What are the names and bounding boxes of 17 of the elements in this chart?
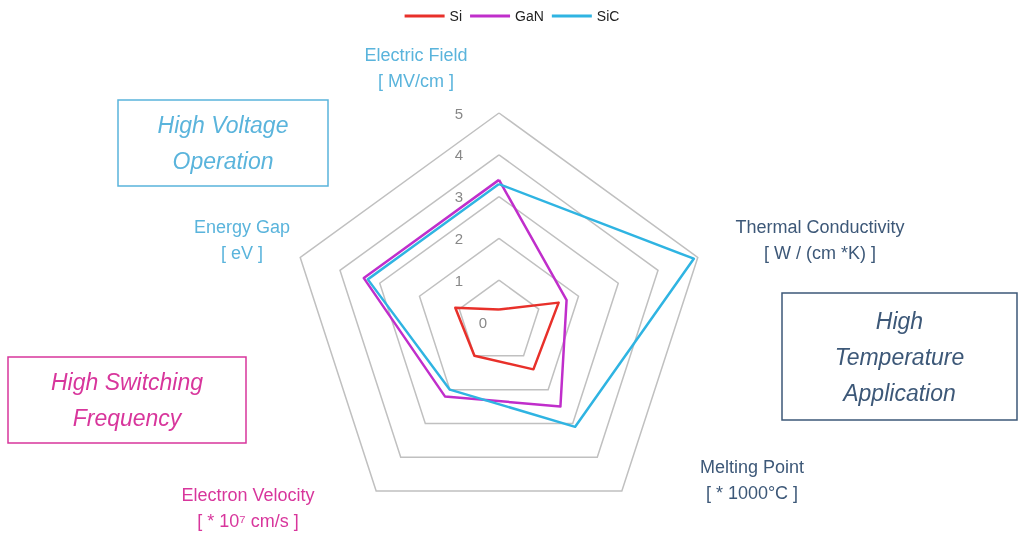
y-tick-label: 1 bbox=[454, 271, 463, 289]
legend-label: Si bbox=[449, 8, 463, 24]
y-tick-label: 3 bbox=[454, 188, 463, 206]
spoke-label: Electric Field [ MV/cm ] bbox=[364, 45, 468, 91]
spoke-label: Energy Gap [ eV ] bbox=[193, 217, 291, 263]
text: High Voltage Operation bbox=[157, 112, 289, 174]
text: High Switching Frequency bbox=[50, 369, 204, 431]
legend-label: SiC bbox=[596, 8, 620, 24]
y-tick-label: 0 bbox=[478, 313, 487, 331]
y-tick-label: 4 bbox=[454, 146, 463, 164]
spoke-label: Melting Point [ * 1000°C ] bbox=[699, 457, 805, 503]
spoke-label: Thermal Conductivity [ W / (cm *K) ] bbox=[735, 217, 905, 263]
y-tick-label: 5 bbox=[454, 104, 463, 122]
legend-label: GaN bbox=[515, 8, 544, 24]
spoke-label: Electron Velocity [ * 10⁷ cm/s ] bbox=[181, 485, 315, 531]
y-tick-label: 2 bbox=[454, 229, 463, 247]
text: High Temperature Application bbox=[834, 307, 965, 406]
